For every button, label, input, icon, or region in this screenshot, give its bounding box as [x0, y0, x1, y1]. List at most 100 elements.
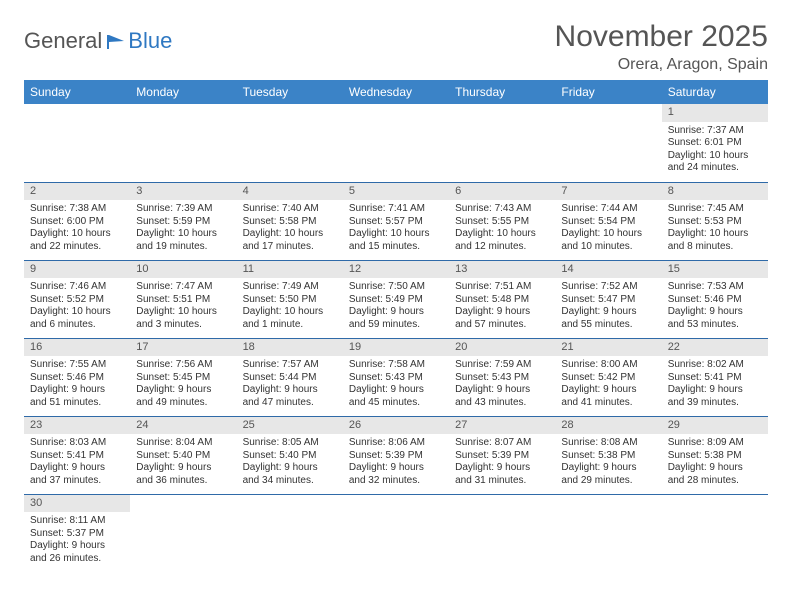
weekday-header: Sunday — [24, 80, 130, 104]
calendar-cell: 13Sunrise: 7:51 AMSunset: 5:48 PMDayligh… — [449, 260, 555, 338]
sunset-line: Sunset: 5:40 PM — [136, 450, 230, 463]
calendar-cell: 1Sunrise: 7:37 AMSunset: 6:01 PMDaylight… — [662, 104, 768, 182]
day-number: 15 — [662, 261, 768, 279]
calendar-cell: 18Sunrise: 7:57 AMSunset: 5:44 PMDayligh… — [237, 338, 343, 416]
calendar-cell: 26Sunrise: 8:06 AMSunset: 5:39 PMDayligh… — [343, 416, 449, 494]
sunset-line: Sunset: 5:51 PM — [136, 294, 230, 307]
calendar-cell-empty — [449, 104, 555, 182]
calendar-cell: 23Sunrise: 8:03 AMSunset: 5:41 PMDayligh… — [24, 416, 130, 494]
sunrise-line: Sunrise: 7:58 AM — [349, 359, 443, 372]
day-body: Sunrise: 7:50 AMSunset: 5:49 PMDaylight:… — [343, 278, 449, 335]
sunset-line: Sunset: 5:52 PM — [30, 294, 124, 307]
daylight-line: Daylight: 9 hours and 39 minutes. — [668, 384, 762, 409]
sunrise-line: Sunrise: 8:04 AM — [136, 437, 230, 450]
day-body: Sunrise: 7:47 AMSunset: 5:51 PMDaylight:… — [130, 278, 236, 335]
weekday-row: SundayMondayTuesdayWednesdayThursdayFrid… — [24, 80, 768, 104]
day-number: 17 — [130, 339, 236, 357]
weekday-header: Saturday — [662, 80, 768, 104]
daylight-line: Daylight: 9 hours and 41 minutes. — [561, 384, 655, 409]
daylight-line: Daylight: 9 hours and 32 minutes. — [349, 462, 443, 487]
calendar-cell: 11Sunrise: 7:49 AMSunset: 5:50 PMDayligh… — [237, 260, 343, 338]
day-body: Sunrise: 8:05 AMSunset: 5:40 PMDaylight:… — [237, 434, 343, 491]
sunset-line: Sunset: 5:43 PM — [349, 372, 443, 385]
day-number: 21 — [555, 339, 661, 357]
calendar-cell: 4Sunrise: 7:40 AMSunset: 5:58 PMDaylight… — [237, 182, 343, 260]
day-number: 24 — [130, 417, 236, 435]
sunrise-line: Sunrise: 8:06 AM — [349, 437, 443, 450]
day-number: 25 — [237, 417, 343, 435]
sunset-line: Sunset: 5:45 PM — [136, 372, 230, 385]
calendar-cell-empty — [449, 494, 555, 572]
calendar-row: 2Sunrise: 7:38 AMSunset: 6:00 PMDaylight… — [24, 182, 768, 260]
calendar-cell: 29Sunrise: 8:09 AMSunset: 5:38 PMDayligh… — [662, 416, 768, 494]
sunset-line: Sunset: 5:39 PM — [349, 450, 443, 463]
calendar-cell-empty — [662, 494, 768, 572]
sunrise-line: Sunrise: 7:52 AM — [561, 281, 655, 294]
sunset-line: Sunset: 5:50 PM — [243, 294, 337, 307]
day-body: Sunrise: 8:02 AMSunset: 5:41 PMDaylight:… — [662, 356, 768, 413]
day-body: Sunrise: 8:03 AMSunset: 5:41 PMDaylight:… — [24, 434, 130, 491]
daylight-line: Daylight: 9 hours and 59 minutes. — [349, 306, 443, 331]
day-number: 23 — [24, 417, 130, 435]
day-number: 14 — [555, 261, 661, 279]
logo-text-blue: Blue — [128, 28, 172, 54]
sunrise-line: Sunrise: 8:02 AM — [668, 359, 762, 372]
day-number: 2 — [24, 183, 130, 201]
daylight-line: Daylight: 10 hours and 24 minutes. — [668, 150, 762, 175]
sunrise-line: Sunrise: 7:57 AM — [243, 359, 337, 372]
sunrise-line: Sunrise: 7:39 AM — [136, 203, 230, 216]
daylight-line: Daylight: 9 hours and 36 minutes. — [136, 462, 230, 487]
day-body: Sunrise: 7:41 AMSunset: 5:57 PMDaylight:… — [343, 200, 449, 257]
day-body: Sunrise: 7:51 AMSunset: 5:48 PMDaylight:… — [449, 278, 555, 335]
sunset-line: Sunset: 5:49 PM — [349, 294, 443, 307]
calendar-head: SundayMondayTuesdayWednesdayThursdayFrid… — [24, 80, 768, 104]
day-body: Sunrise: 7:57 AMSunset: 5:44 PMDaylight:… — [237, 356, 343, 413]
calendar-cell: 9Sunrise: 7:46 AMSunset: 5:52 PMDaylight… — [24, 260, 130, 338]
day-body: Sunrise: 8:06 AMSunset: 5:39 PMDaylight:… — [343, 434, 449, 491]
sunset-line: Sunset: 5:46 PM — [668, 294, 762, 307]
sunrise-line: Sunrise: 8:07 AM — [455, 437, 549, 450]
title-block: November 2025 Orera, Aragon, Spain — [555, 20, 768, 74]
sunrise-line: Sunrise: 7:45 AM — [668, 203, 762, 216]
day-body: Sunrise: 7:55 AMSunset: 5:46 PMDaylight:… — [24, 356, 130, 413]
sunrise-line: Sunrise: 7:37 AM — [668, 125, 762, 138]
day-body: Sunrise: 7:43 AMSunset: 5:55 PMDaylight:… — [449, 200, 555, 257]
sunrise-line: Sunrise: 7:41 AM — [349, 203, 443, 216]
sunset-line: Sunset: 5:38 PM — [561, 450, 655, 463]
day-number: 7 — [555, 183, 661, 201]
daylight-line: Daylight: 9 hours and 49 minutes. — [136, 384, 230, 409]
daylight-line: Daylight: 9 hours and 43 minutes. — [455, 384, 549, 409]
day-number: 22 — [662, 339, 768, 357]
daylight-line: Daylight: 9 hours and 37 minutes. — [30, 462, 124, 487]
sunrise-line: Sunrise: 7:47 AM — [136, 281, 230, 294]
day-number: 5 — [343, 183, 449, 201]
day-body: Sunrise: 7:38 AMSunset: 6:00 PMDaylight:… — [24, 200, 130, 257]
sunrise-line: Sunrise: 7:44 AM — [561, 203, 655, 216]
weekday-header: Monday — [130, 80, 236, 104]
day-body: Sunrise: 7:45 AMSunset: 5:53 PMDaylight:… — [662, 200, 768, 257]
calendar-cell-empty — [237, 104, 343, 182]
calendar-cell: 15Sunrise: 7:53 AMSunset: 5:46 PMDayligh… — [662, 260, 768, 338]
calendar-cell: 16Sunrise: 7:55 AMSunset: 5:46 PMDayligh… — [24, 338, 130, 416]
day-number: 16 — [24, 339, 130, 357]
day-number: 9 — [24, 261, 130, 279]
day-number: 1 — [662, 104, 768, 122]
day-body: Sunrise: 7:46 AMSunset: 5:52 PMDaylight:… — [24, 278, 130, 335]
calendar-cell: 2Sunrise: 7:38 AMSunset: 6:00 PMDaylight… — [24, 182, 130, 260]
logo-flag-icon — [104, 28, 126, 54]
day-number: 6 — [449, 183, 555, 201]
sunset-line: Sunset: 5:54 PM — [561, 216, 655, 229]
day-body: Sunrise: 7:44 AMSunset: 5:54 PMDaylight:… — [555, 200, 661, 257]
month-title: November 2025 — [555, 20, 768, 54]
daylight-line: Daylight: 10 hours and 10 minutes. — [561, 228, 655, 253]
calendar-cell: 8Sunrise: 7:45 AMSunset: 5:53 PMDaylight… — [662, 182, 768, 260]
day-number: 13 — [449, 261, 555, 279]
calendar-cell-empty — [555, 104, 661, 182]
calendar-cell-empty — [130, 494, 236, 572]
calendar-row: 23Sunrise: 8:03 AMSunset: 5:41 PMDayligh… — [24, 416, 768, 494]
sunset-line: Sunset: 5:53 PM — [668, 216, 762, 229]
calendar-cell: 17Sunrise: 7:56 AMSunset: 5:45 PMDayligh… — [130, 338, 236, 416]
header: General Blue November 2025 Orera, Aragon… — [24, 20, 768, 74]
calendar-cell-empty — [555, 494, 661, 572]
daylight-line: Daylight: 10 hours and 1 minute. — [243, 306, 337, 331]
